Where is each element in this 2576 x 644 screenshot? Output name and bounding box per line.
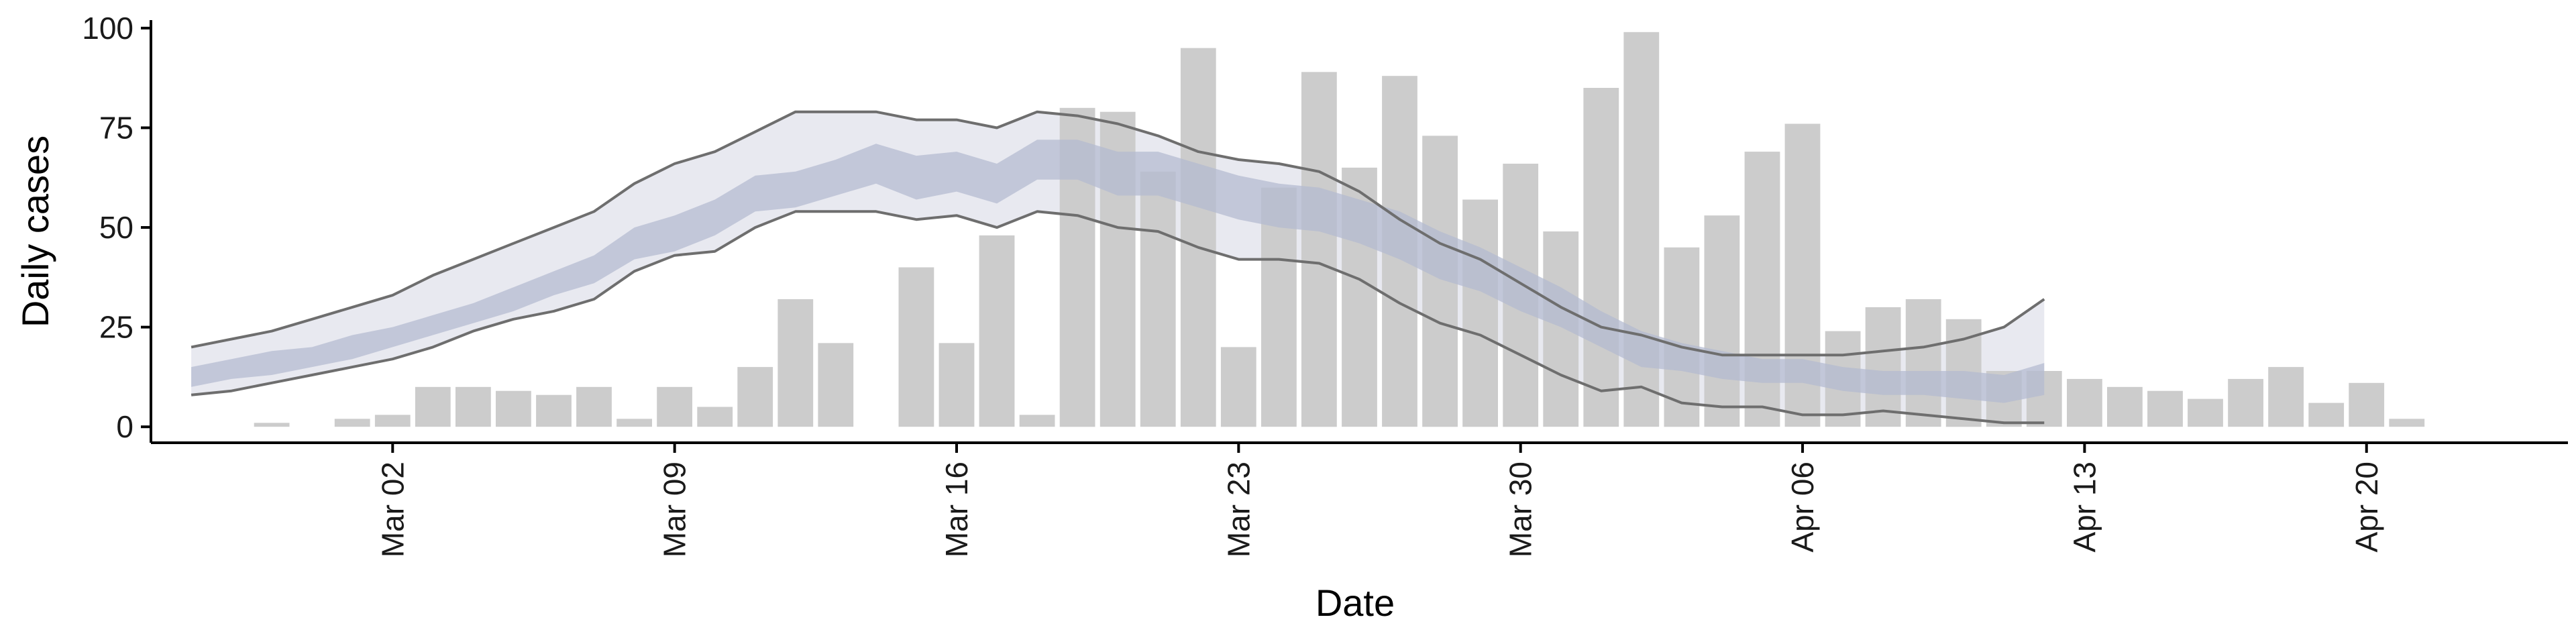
bar-2020-03-02 — [374, 415, 411, 427]
y-axis-title: Daily cases — [14, 136, 56, 327]
x-tick-label-2020-04-06: Apr 06 — [1785, 462, 1820, 553]
y-tick-label-50: 50 — [99, 210, 133, 245]
bar-2020-04-17 — [2228, 378, 2263, 427]
bar-2020-03-13 — [818, 343, 854, 427]
y-tick-label-25: 25 — [99, 310, 133, 345]
bar-2020-03-15 — [898, 267, 934, 427]
outer-interval-band — [191, 111, 2045, 423]
bar-2020-03-06 — [536, 394, 572, 427]
y-tick-label-75: 75 — [99, 110, 133, 145]
bar-2020-03-22 — [1180, 48, 1216, 427]
bar-2020-03-10 — [697, 407, 733, 427]
x-tick-label-2020-03-30: Mar 30 — [1503, 462, 1538, 557]
inner-band-area — [191, 140, 2045, 403]
bar-2020-04-04 — [1704, 215, 1740, 427]
bar-2020-03-01 — [334, 419, 370, 427]
bar-2020-04-15 — [2147, 390, 2183, 427]
bar-2020-03-21 — [1140, 171, 1176, 427]
bar-2020-04-19 — [2308, 402, 2345, 427]
x-tick-label-2020-03-16: Mar 16 — [939, 462, 974, 557]
lower-bound-line — [191, 210, 2045, 425]
bar-2020-04-05 — [1744, 152, 1780, 427]
x-tick-label-2020-04-13: Apr 13 — [2067, 462, 2102, 553]
bar-2020-04-09 — [1905, 299, 1941, 427]
x-tick-label-2020-03-23: Mar 23 — [1221, 462, 1256, 557]
bar-2020-04-08 — [1865, 307, 1901, 427]
bar-2020-03-03 — [415, 386, 451, 427]
x-tick-label-2020-04-20: Apr 20 — [2349, 462, 2384, 553]
bar-2020-03-29 — [1462, 199, 1498, 427]
bar-2020-03-08 — [616, 419, 652, 427]
bar-2020-02-28 — [254, 423, 290, 427]
x-tick-label-2020-03-09: Mar 09 — [657, 462, 692, 557]
bar-2020-03-05 — [496, 390, 531, 427]
bar-2020-03-25 — [1301, 72, 1337, 427]
bar-2020-03-04 — [455, 386, 491, 427]
y-tick-label-100: 100 — [82, 11, 133, 46]
bar-2020-03-12 — [777, 299, 814, 427]
bar-2020-04-20 — [2349, 382, 2385, 427]
x-tick-label-2020-03-02: Mar 02 — [375, 462, 410, 557]
bar-2020-04-13 — [2067, 378, 2102, 427]
outer-interval-lines — [191, 110, 2045, 425]
bar-2020-04-18 — [2268, 367, 2304, 427]
bar-2020-03-09 — [657, 386, 692, 427]
upper-bound-line — [191, 110, 2045, 357]
bar-2020-03-17 — [979, 235, 1015, 427]
bar-2020-04-21 — [2389, 419, 2425, 427]
bar-2020-03-11 — [737, 367, 773, 427]
axes: 0 25 50 75 100 Mar 02 Mar 09 Mar 16 Mar 23 Mar 30… — [82, 11, 2568, 557]
inner-interval-band — [191, 140, 2045, 403]
bar-2020-03-18 — [1019, 415, 1055, 427]
bar-2020-04-16 — [2188, 398, 2223, 427]
bar-2020-03-07 — [576, 386, 612, 427]
y-tick-label-0: 0 — [116, 409, 133, 444]
bar-2020-04-14 — [2107, 386, 2143, 427]
bar-2020-03-16 — [938, 343, 975, 427]
bar-2020-04-03 — [1664, 247, 1700, 427]
outer-band-area — [191, 111, 2045, 423]
bar-2020-03-23 — [1220, 347, 1256, 427]
x-axis-title: Date — [1316, 582, 1395, 624]
bar-2020-04-01 — [1583, 88, 1619, 427]
